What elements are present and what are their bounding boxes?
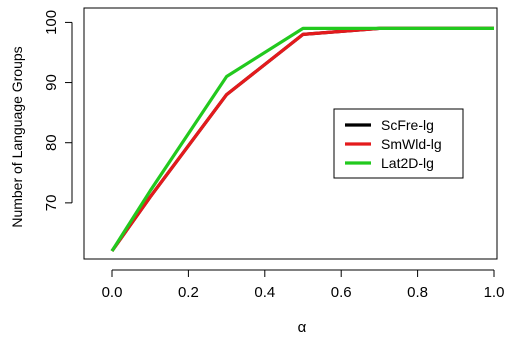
x-tick-label: 0.8 [407, 284, 428, 301]
legend-label: SmWld-lg [381, 136, 442, 152]
y-tick-label: 90 [43, 74, 60, 91]
legend-label: ScFre-lg [381, 117, 434, 133]
x-tick-label: 0.6 [331, 284, 352, 301]
legend-label: Lat2D-lg [381, 155, 434, 171]
x-tick-label: 0.0 [102, 284, 123, 301]
series-layer [110, 26, 494, 252]
x-tick-label: 0.2 [178, 284, 199, 301]
y-tick-label: 100 [43, 10, 60, 35]
y-axis-label: Number of Language Groups [9, 46, 25, 227]
series-line-lat2d-lg [110, 26, 494, 252]
axes: 0.0 0.2 0.4 0.6 0.8 1.0 70 80 90 100 [43, 7, 505, 301]
x-tick-label: 0.4 [254, 284, 275, 301]
legend: ScFre-lg SmWld-lg Lat2D-lg [333, 108, 464, 179]
x-axis-label: α [298, 319, 307, 336]
y-tick-label: 80 [43, 134, 60, 151]
plot-frame [83, 7, 498, 260]
y-tick-label: 70 [43, 195, 60, 212]
x-tick-label: 1.0 [484, 284, 505, 301]
